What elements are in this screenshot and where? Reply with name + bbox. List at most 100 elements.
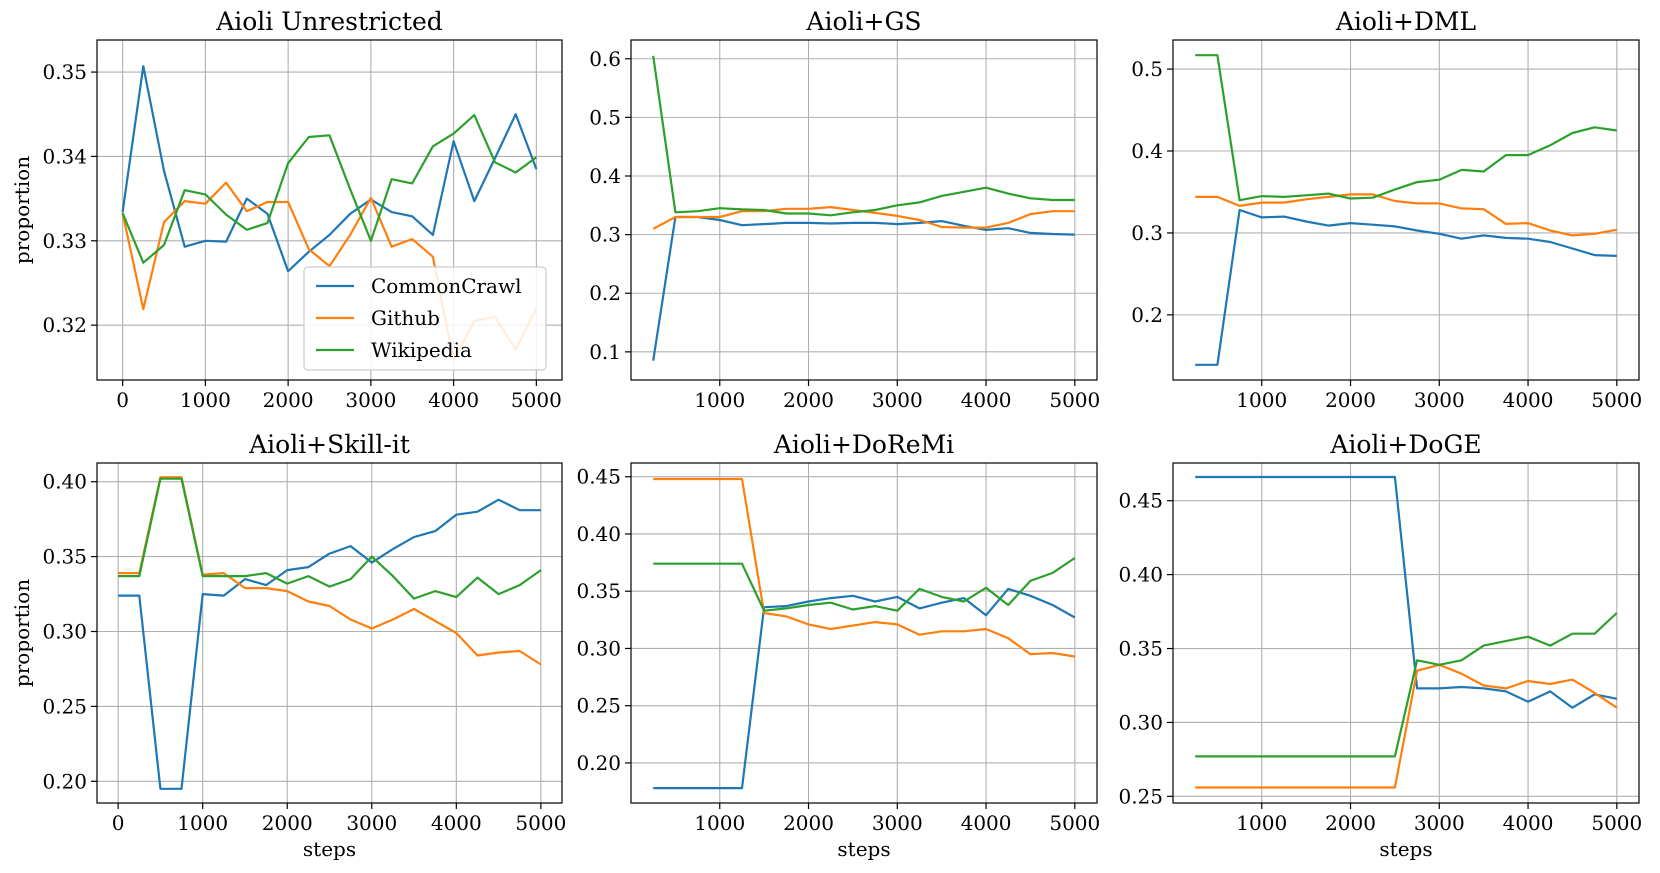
series-line-wikipedia — [653, 557, 1076, 612]
series-line-commoncrawl — [1195, 475, 1618, 709]
legend-label-commoncrawl: CommonCrawl — [371, 274, 522, 298]
x-tick-label: 5000 — [1591, 811, 1642, 835]
x-tick-label: 4000 — [1503, 388, 1554, 412]
y-axis-label: proportion — [10, 156, 34, 264]
series-line-commoncrawl — [653, 587, 1076, 790]
chart-panel-3: 1000 2000 3000 4000 5000 0.2 0.3 0.4 0.5 Aioli+DM… — [1131, 7, 1642, 412]
y-tick-label: 0.1 — [589, 340, 621, 364]
x-tick-label: 4000 — [1503, 811, 1554, 835]
x-tick-label: 0 — [112, 811, 125, 835]
y-tick-label: 0.35 — [576, 579, 621, 603]
y-tick-label: 0.30 — [1118, 710, 1163, 734]
y-tick-label: 0.2 — [1131, 303, 1163, 327]
x-tick-label: 2000 — [783, 811, 834, 835]
y-tick-label: 0.35 — [42, 60, 87, 84]
series-line-wikipedia — [1195, 612, 1618, 758]
series-line-commoncrawl — [118, 498, 541, 790]
legend-label-wikipedia: Wikipedia — [371, 338, 472, 362]
axes-frame — [630, 462, 1098, 804]
series-line-commoncrawl — [121, 65, 538, 273]
axes-frame — [1172, 462, 1640, 804]
x-tick-label: 5000 — [1591, 388, 1642, 412]
axes-frame — [1172, 39, 1640, 381]
y-tick-label: 0.5 — [589, 105, 621, 129]
y-tick-label: 0.25 — [1118, 784, 1163, 808]
x-tick-label: 2000 — [263, 388, 314, 412]
y-tick-label: 0.32 — [42, 313, 87, 337]
x-axis-label: steps — [1379, 837, 1432, 861]
x-axis-label: steps — [303, 837, 356, 861]
series-line-commoncrawl — [652, 215, 1075, 361]
y-tick-label: 0.3 — [589, 223, 621, 247]
x-tick-label: 2000 — [1325, 811, 1376, 835]
axes-frame — [630, 39, 1098, 381]
y-tick-label: 0.35 — [1118, 637, 1163, 661]
x-tick-label: 3000 — [872, 388, 923, 412]
chart-title: Aioli+GS — [805, 7, 921, 36]
legend-label-github: Github — [371, 306, 440, 330]
y-tick-label: 0.20 — [576, 751, 621, 775]
y-tick-label: 0.30 — [42, 620, 87, 644]
x-tick-label: 5000 — [1049, 811, 1100, 835]
x-tick-label: 4000 — [428, 388, 479, 412]
y-tick-label: 0.40 — [576, 522, 621, 546]
x-tick-label: 1000 — [1236, 811, 1287, 835]
series-line-wikipedia — [652, 55, 1075, 217]
chart-panel-5: 1000 2000 3000 4000 5000 0.20 0.25 0.30 0.35 0.40… — [576, 430, 1100, 861]
x-tick-label: 2000 — [262, 811, 313, 835]
chart-title: Aioli+Skill-it — [248, 430, 410, 459]
x-tick-label: 3000 — [1414, 388, 1465, 412]
x-tick-label: 4000 — [431, 811, 482, 835]
x-tick-label: 3000 — [345, 388, 396, 412]
axes-frame — [96, 462, 563, 804]
y-tick-label: 0.45 — [576, 465, 621, 489]
x-tick-label: 5000 — [1049, 388, 1100, 412]
x-tick-label: 1000 — [180, 388, 231, 412]
y-tick-label: 0.34 — [42, 144, 87, 168]
chart-title: Aioli+DoGE — [1329, 430, 1481, 459]
chart-title: Aioli+DML — [1335, 7, 1476, 36]
y-tick-label: 0.5 — [1131, 57, 1163, 81]
y-axis-label: proportion — [10, 579, 34, 687]
legend: CommonCrawl Github Wikipedia — [303, 266, 547, 371]
x-tick-label: 5000 — [511, 388, 562, 412]
x-tick-label: 1000 — [1236, 388, 1287, 412]
x-axis-label: steps — [837, 837, 890, 861]
y-tick-label: 0.45 — [1118, 489, 1163, 513]
chart-title: Aioli+DoReMi — [773, 430, 954, 459]
y-tick-label: 0.25 — [42, 694, 87, 718]
series-line-github — [1195, 663, 1618, 789]
chart-panel-2: 1000 2000 3000 4000 5000 0.1 0.2 0.3 0.4 0.5 0.6 Ai… — [589, 7, 1100, 412]
y-tick-label: 0.35 — [42, 545, 87, 569]
x-tick-label: 1000 — [694, 388, 745, 412]
y-tick-label: 0.30 — [576, 636, 621, 660]
x-tick-label: 3000 — [1414, 811, 1465, 835]
chart-panel-1: 0 1000 2000 3000 4000 5000 0.32 0.33 0.34 0.35 Aio… — [10, 7, 563, 412]
y-tick-label: 0.2 — [589, 281, 621, 305]
y-tick-label: 0.25 — [576, 694, 621, 718]
series-line-github — [118, 476, 542, 666]
y-tick-label: 0.3 — [1131, 221, 1163, 245]
x-tick-label: 3000 — [346, 811, 397, 835]
series-line-commoncrawl — [1195, 208, 1617, 366]
y-tick-label: 0.6 — [589, 47, 621, 71]
x-tick-label: 2000 — [783, 388, 834, 412]
x-tick-label: 4000 — [961, 811, 1012, 835]
y-tick-label: 0.4 — [1131, 139, 1163, 163]
y-tick-label: 0.40 — [1118, 563, 1163, 587]
chart-panel-6: 1000 2000 3000 4000 5000 0.25 0.30 0.35 0.40 0.45… — [1118, 430, 1642, 861]
y-tick-label: 0.40 — [42, 470, 87, 494]
axes-frame — [96, 39, 563, 381]
x-tick-label: 0 — [116, 388, 129, 412]
chart-panel-4: 0 1000 2000 3000 4000 5000 0.20 0.25 0.30 0.35 0.4… — [10, 430, 566, 861]
series-line-github — [1195, 193, 1617, 237]
y-tick-label: 0.20 — [42, 769, 87, 793]
legend-box — [303, 266, 547, 371]
x-tick-label: 3000 — [872, 811, 923, 835]
x-tick-label: 1000 — [177, 811, 228, 835]
x-tick-label: 1000 — [694, 811, 745, 835]
series-line-wikipedia — [1195, 54, 1617, 202]
series-line-wikipedia — [121, 113, 538, 264]
series-line-wikipedia — [118, 477, 542, 600]
